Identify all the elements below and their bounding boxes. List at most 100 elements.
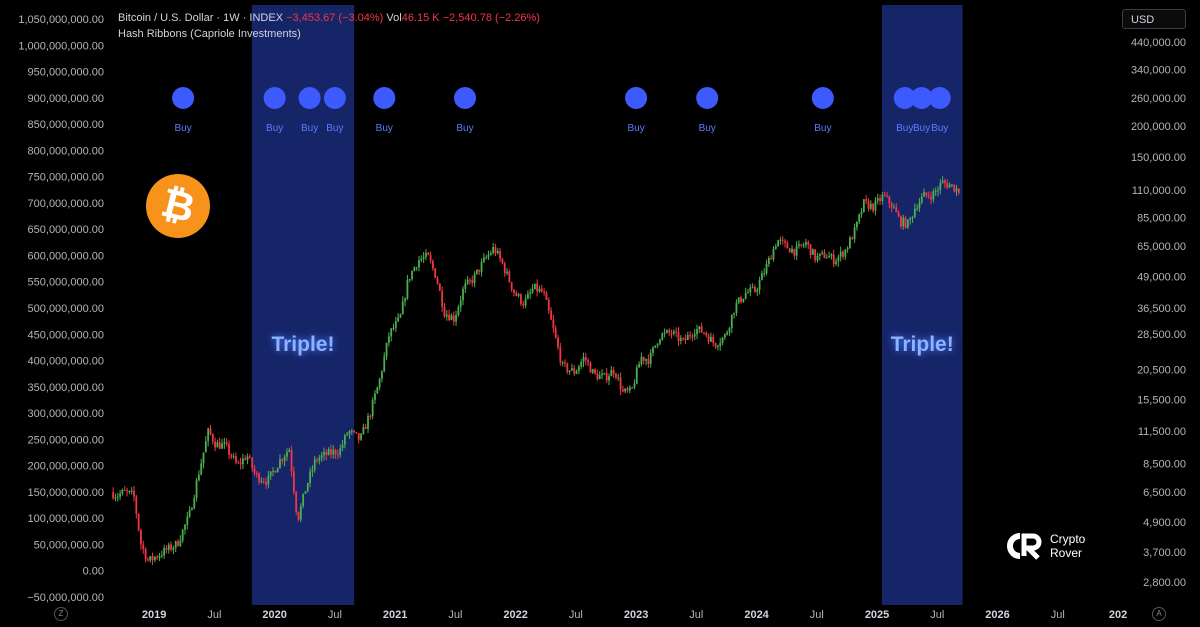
candle-body [770, 257, 773, 260]
candle-body [900, 216, 902, 227]
buy-signal-dot[interactable] [373, 87, 396, 109]
auto-scale-button[interactable]: A [1152, 607, 1166, 621]
candle-body [429, 254, 432, 262]
candle-body [408, 279, 411, 281]
candle-body [197, 474, 200, 481]
candle-body [809, 244, 812, 255]
right-axis-tick-label: 4,900.00 [1143, 517, 1186, 529]
buy-signal-dot[interactable] [696, 87, 719, 109]
candle-body [909, 218, 912, 220]
buy-signal-dot[interactable] [323, 87, 346, 109]
candle-body [545, 292, 548, 300]
candle-body [425, 252, 427, 258]
candle-body [668, 330, 671, 333]
candle-body [805, 242, 807, 246]
x-axis-tick-label: 2025 [865, 609, 889, 621]
candle-body [957, 188, 960, 193]
candle-body [130, 490, 133, 492]
candle-body [712, 336, 715, 344]
candle-body [561, 362, 564, 364]
currency-button[interactable]: USD [1122, 9, 1186, 29]
candle-body [696, 329, 698, 335]
candle-body [374, 393, 376, 401]
x-axis-tick-label: Jul [930, 609, 944, 621]
candle-body [948, 184, 951, 188]
candle-body [626, 388, 629, 391]
left-axis-tick-label: 100,000,000.00 [28, 513, 104, 525]
candle-body [862, 199, 865, 212]
candle-body [763, 273, 766, 275]
candle-body [165, 547, 168, 550]
x-axis-tick-label: 2022 [503, 609, 527, 621]
candle-body [149, 556, 152, 561]
buy-signal-dot[interactable] [893, 87, 916, 109]
buy-signal-dot[interactable] [454, 87, 477, 109]
left-axis-tick-label: 850,000,000.00 [28, 119, 104, 131]
x-axis-tick-label: 2026 [985, 609, 1009, 621]
buy-signal-label: Buy [896, 123, 913, 134]
candle-body [886, 195, 888, 197]
candle-body [332, 449, 335, 455]
candle-body [318, 457, 321, 461]
candle-body [802, 245, 805, 247]
candle-body [418, 260, 420, 268]
candle-body [415, 267, 418, 269]
x-axis-tick-label: 2020 [262, 609, 286, 621]
candle-body [737, 297, 740, 303]
candle-body [851, 237, 854, 240]
candle-body [286, 451, 288, 457]
buy-signal-dot[interactable] [928, 87, 951, 109]
candle-body [167, 544, 170, 550]
candle-body [327, 449, 330, 456]
buy-signal-dot[interactable] [298, 87, 321, 109]
right-axis-tick-label: 2,800.00 [1143, 577, 1186, 589]
volume-change: −2,540.78 (−2.26%) [442, 12, 540, 24]
candle-body [580, 361, 583, 367]
candle-body [594, 369, 596, 374]
candle-body [144, 548, 147, 560]
candle-body [703, 332, 705, 334]
candle-body [524, 298, 527, 306]
buy-signal-dot[interactable] [811, 87, 834, 109]
candle-body [842, 251, 844, 257]
indicator-legend[interactable]: Hash Ribbons (Capriole Investments) [118, 28, 301, 40]
candle-body [571, 368, 573, 371]
candle-body [137, 514, 140, 530]
candle-body [779, 239, 782, 241]
candle-body [204, 441, 207, 453]
candle-body [515, 292, 518, 296]
candle-body [311, 469, 314, 472]
candle-body [642, 356, 645, 361]
candle-body [441, 290, 444, 307]
candle-body [228, 444, 230, 455]
candle-body [242, 458, 244, 465]
candle-body [337, 454, 339, 456]
candle-body [274, 470, 277, 473]
candle-body [235, 456, 237, 463]
right-axis-tick-label: 6,500.00 [1143, 487, 1186, 499]
left-axis-tick-label: 950,000,000.00 [28, 67, 104, 79]
candle-body [772, 248, 775, 260]
x-axis-tick-label: Jul [448, 609, 462, 621]
buy-signal-dot[interactable] [263, 87, 286, 109]
zoom-button[interactable]: Z [54, 607, 68, 621]
x-axis-tick-label: Jul [810, 609, 824, 621]
buy-signal-dot[interactable] [625, 87, 648, 109]
candle-body [513, 289, 515, 293]
candle-body [675, 331, 678, 333]
candle-body [774, 246, 777, 249]
candle-body [237, 462, 240, 464]
candle-body [260, 481, 263, 483]
candle-body [292, 471, 295, 492]
candle-body [918, 202, 921, 209]
candle-body [858, 214, 861, 222]
buy-signal-dot[interactable] [172, 87, 195, 109]
candle-body [944, 180, 946, 184]
buy-signal-dot[interactable] [910, 87, 933, 109]
candle-body [818, 253, 821, 257]
candle-body [255, 472, 258, 474]
candle-body [123, 489, 126, 491]
candle-body [714, 343, 717, 347]
candle-body [543, 291, 546, 293]
